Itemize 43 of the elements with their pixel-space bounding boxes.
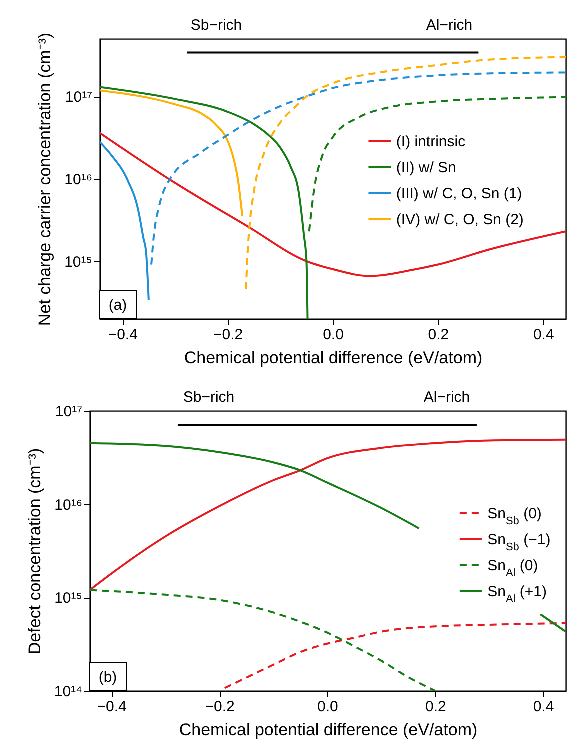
y-tick-label: 10¹⁶	[54, 496, 82, 514]
y-tick-label: 10¹⁵	[54, 590, 82, 608]
text: Al−rich	[426, 17, 473, 34]
x-tick-label: 0.4	[533, 326, 554, 344]
legend-label: Sn$_{Al}$ (+1)	[488, 584, 548, 606]
line-series	[150, 72, 566, 266]
line-series	[100, 86, 309, 319]
y-axis-title: Net charge carrier concentration (cm⁻³)	[36, 32, 55, 326]
text: Sb−rich	[190, 17, 242, 34]
line-series	[224, 622, 566, 690]
y-tick-label: 10¹⁴	[54, 684, 82, 700]
x-tick-label: −0.4	[97, 698, 127, 716]
legend-label: Sn$_{Al}$ (0)	[488, 558, 538, 580]
line-series	[100, 90, 244, 218]
y-axis-title: Defect concentration (cm⁻³)	[25, 448, 44, 655]
text: Sb−rich	[183, 389, 235, 406]
x-tick-label: −0.2	[205, 698, 235, 716]
line-series	[90, 589, 436, 691]
annotation: (a)	[108, 297, 128, 314]
legend-label: Sn$_{Sb}$ (0)	[488, 506, 542, 528]
x-tick-label: 0.0	[323, 326, 344, 344]
y-tick-label: 10¹⁵	[64, 254, 92, 271]
line-series	[245, 56, 566, 290]
x-tick-label: 0.4	[533, 698, 554, 716]
x-tick-label: 0.0	[318, 698, 338, 716]
x-tick-label: −0.2	[213, 326, 244, 344]
text: Al−rich	[424, 389, 470, 406]
y-tick-label: 10¹⁷	[55, 404, 82, 420]
x-axis-title: Chemical potential difference (eV/atom)	[179, 720, 478, 740]
legend-label: (II) w/ Sn	[396, 160, 456, 176]
legend-label: (III) w/ C, O, Sn (1)	[396, 186, 522, 202]
y-tick-label: 10¹⁶	[64, 172, 92, 188]
line-series	[100, 132, 566, 278]
annotation: (b)	[98, 669, 118, 686]
x-tick-label: −0.4	[108, 326, 138, 344]
legend-label: (I) intrinsic	[396, 134, 466, 150]
x-tick-label: 0.2	[425, 698, 446, 716]
y-tick-label: 10¹⁷	[65, 89, 92, 106]
legend-label: (IV) w/ C, O, Sn (2)	[396, 212, 524, 228]
x-axis-title: Chemical potential difference (eV/atom)	[184, 348, 483, 368]
legend-label: Sn$_{Sb}$ (−1)	[488, 532, 551, 554]
x-tick-label: 0.2	[428, 326, 450, 344]
line-series	[308, 96, 566, 233]
